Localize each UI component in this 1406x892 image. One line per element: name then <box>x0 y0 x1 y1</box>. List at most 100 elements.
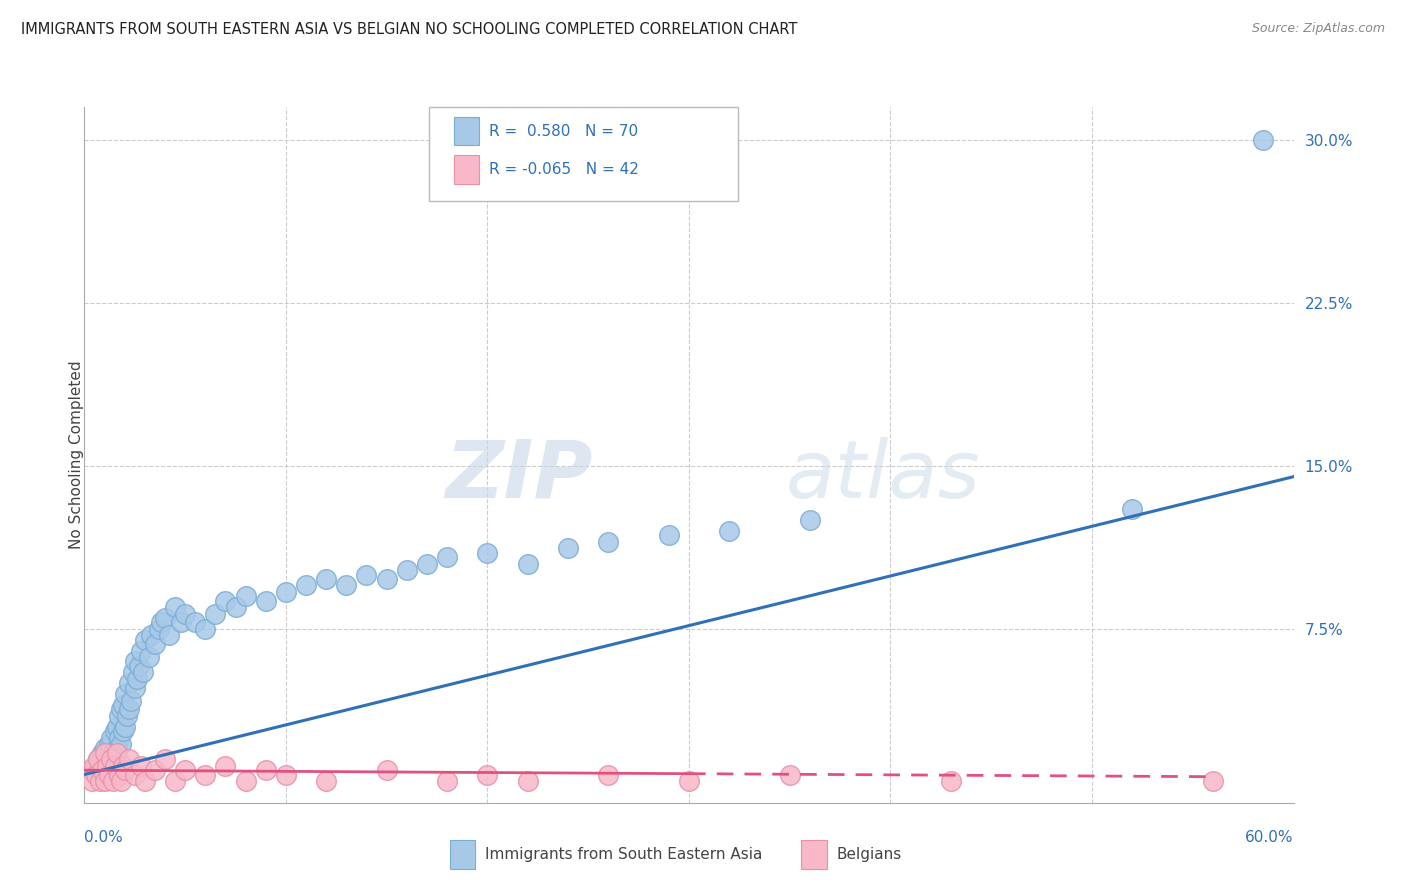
Point <box>104 759 127 773</box>
Point <box>93 741 115 756</box>
Point <box>356 567 378 582</box>
Point <box>124 681 146 695</box>
Point <box>107 731 129 745</box>
Point <box>184 615 207 630</box>
Point <box>149 615 172 630</box>
Point <box>165 774 187 789</box>
Point <box>89 767 111 781</box>
Point <box>1202 774 1225 789</box>
Point <box>129 643 152 657</box>
Point <box>114 687 136 701</box>
Point <box>118 702 141 716</box>
Point <box>87 752 110 766</box>
Point <box>101 774 124 789</box>
Point <box>134 632 156 647</box>
Text: R = -0.065   N = 42: R = -0.065 N = 42 <box>489 162 640 177</box>
Point <box>678 774 700 789</box>
Point <box>214 759 236 773</box>
Point <box>779 767 801 781</box>
Point <box>143 763 166 777</box>
Point <box>82 774 104 789</box>
Point <box>125 672 148 686</box>
Point <box>225 600 247 615</box>
Point <box>174 763 197 777</box>
Point <box>118 752 141 766</box>
Point <box>477 767 499 781</box>
Point <box>124 767 146 781</box>
Point <box>274 585 297 599</box>
Point <box>105 746 128 760</box>
Point <box>111 724 134 739</box>
Point <box>96 759 118 773</box>
Point <box>124 655 146 669</box>
Point <box>1251 133 1274 147</box>
Point <box>128 658 150 673</box>
Text: 0.0%: 0.0% <box>84 830 124 845</box>
Point <box>114 720 136 734</box>
Point <box>87 752 110 766</box>
Text: Immigrants from South Eastern Asia: Immigrants from South Eastern Asia <box>485 847 762 862</box>
Text: 60.0%: 60.0% <box>1246 830 1294 845</box>
Point <box>658 528 681 542</box>
Point <box>153 752 176 766</box>
Point <box>107 767 129 781</box>
Point <box>120 693 142 707</box>
Point <box>104 752 127 766</box>
Text: IMMIGRANTS FROM SOUTH EASTERN ASIA VS BELGIAN NO SCHOOLING COMPLETED CORRELATION: IMMIGRANTS FROM SOUTH EASTERN ASIA VS BE… <box>21 22 797 37</box>
Point <box>174 607 197 621</box>
Point <box>86 767 108 781</box>
Point <box>315 774 337 789</box>
Point <box>254 763 277 777</box>
Point <box>153 611 176 625</box>
Point <box>799 513 821 527</box>
Point <box>436 774 458 789</box>
Point <box>107 708 129 723</box>
Text: ZIP: ZIP <box>444 437 592 515</box>
Point <box>254 593 277 607</box>
Point <box>165 600 187 615</box>
Point <box>100 763 122 777</box>
Point <box>91 763 114 777</box>
Point <box>148 622 170 636</box>
Text: atlas: atlas <box>786 437 980 515</box>
Text: Belgians: Belgians <box>837 847 901 862</box>
Point <box>100 731 122 745</box>
Point <box>194 767 217 781</box>
Point <box>235 774 257 789</box>
Point <box>395 563 418 577</box>
Point <box>295 578 318 592</box>
Point <box>105 741 128 756</box>
Point <box>939 774 962 789</box>
Point <box>93 746 115 760</box>
Point <box>138 650 160 665</box>
Y-axis label: No Schooling Completed: No Schooling Completed <box>69 360 83 549</box>
Point <box>93 774 115 789</box>
Point <box>134 774 156 789</box>
Point <box>132 665 155 680</box>
Point <box>111 698 134 712</box>
Point <box>110 702 132 716</box>
Point <box>93 759 115 773</box>
Point <box>129 759 152 773</box>
Point <box>170 615 193 630</box>
Point <box>100 752 122 766</box>
Point <box>214 593 236 607</box>
Point <box>274 767 297 781</box>
Point <box>143 637 166 651</box>
Point <box>375 572 398 586</box>
Point <box>111 759 134 773</box>
Point <box>83 763 105 777</box>
Point <box>477 546 499 560</box>
Point <box>516 774 538 789</box>
Point <box>335 578 357 592</box>
Point <box>416 557 439 571</box>
Point <box>96 752 118 766</box>
Point <box>91 746 114 760</box>
Point <box>89 774 111 789</box>
Point <box>114 763 136 777</box>
Point <box>516 557 538 571</box>
Point <box>1121 502 1143 516</box>
Point <box>110 737 132 751</box>
Point <box>97 737 120 751</box>
Point <box>315 572 337 586</box>
